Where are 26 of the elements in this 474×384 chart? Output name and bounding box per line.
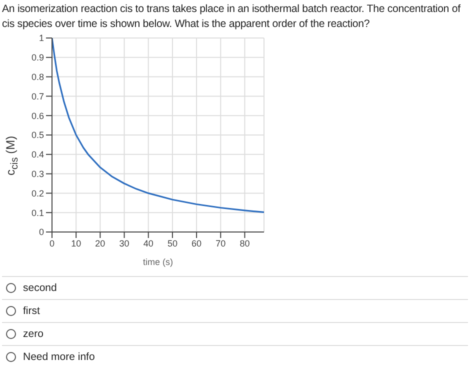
text: zero (23, 328, 44, 340)
y-tick-label: 0.7 (31, 91, 44, 102)
x-tick-label: 20 (95, 238, 106, 248)
x-tick-label: 30 (119, 238, 130, 248)
x-tick-label: 70 (216, 238, 226, 248)
x-tick-label: 10 (71, 238, 82, 248)
y-tick-label: 0.8 (31, 72, 44, 82)
x-axis-title: time (s) (142, 257, 174, 267)
x-tick-label: 40 (143, 238, 154, 248)
text: second (23, 282, 57, 294)
y-tick-label: 0.6 (31, 110, 44, 121)
y-tick-label: 0.2 (31, 188, 44, 198)
x-tick-label: 80 (240, 238, 250, 248)
y-tick-label: 0.5 (31, 130, 44, 140)
x-tick-label: 0 (49, 238, 55, 248)
y-tick-label: 0.4 (31, 150, 44, 160)
y-tick-label: 0.1 (31, 208, 44, 218)
text: first (23, 305, 40, 317)
x-tick-label: 60 (192, 238, 202, 248)
x-tick-label: 50 (167, 238, 178, 248)
chart-title: An isomerization reaction cis to trans takes place in an isothermal batch reactor. The concentration of cis species over time is shown below. What is the apparent order of the reaction? (2, 2, 462, 32)
y-tick-label: 1 (38, 33, 44, 44)
y-tick-label: 0.9 (31, 52, 44, 63)
y-tick-label: 0.3 (31, 168, 44, 179)
text: Need more info (23, 351, 95, 363)
y-tick-label: 0 (38, 227, 44, 238)
